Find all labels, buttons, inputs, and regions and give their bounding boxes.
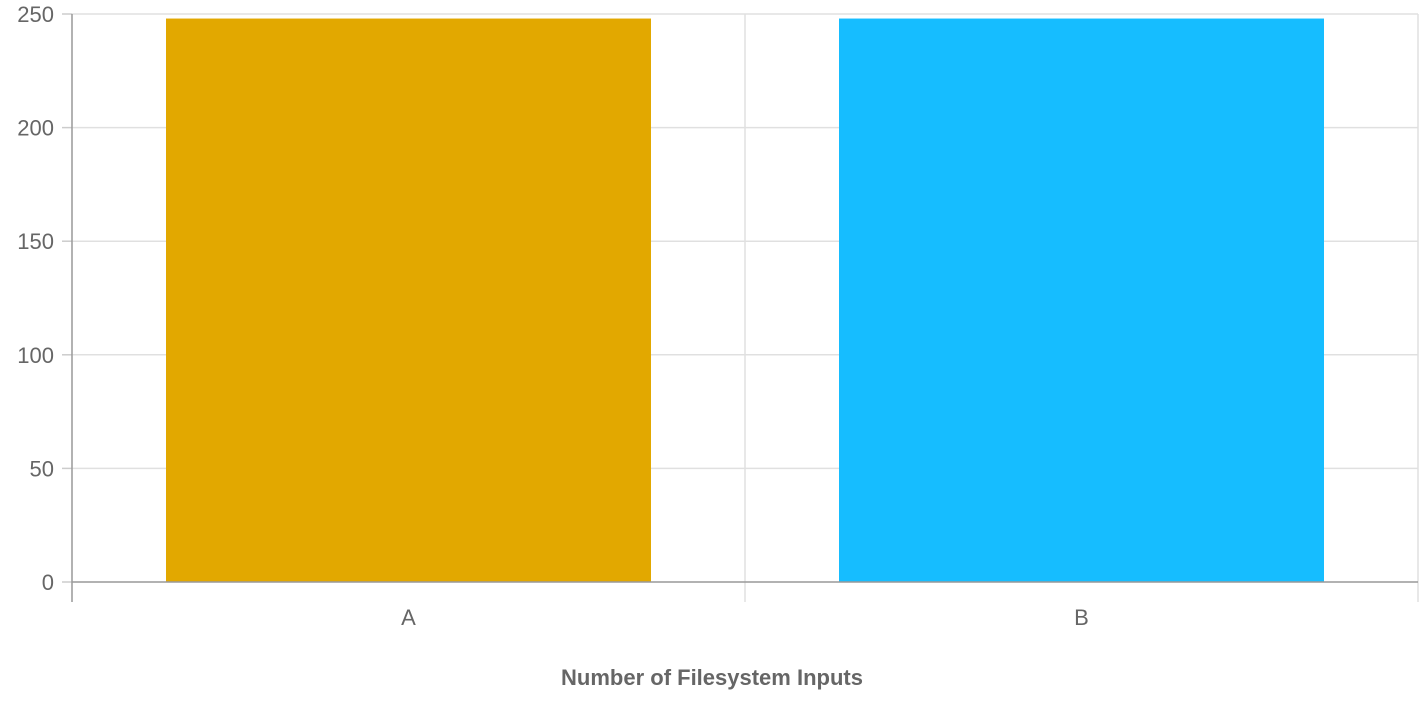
bar-b [839, 18, 1324, 582]
y-tick-label-150: 150 [17, 229, 54, 254]
x-tick-label-a: A [401, 605, 416, 630]
x-tick-label-b: B [1074, 605, 1089, 630]
y-tick-label-0: 0 [42, 570, 54, 595]
x-axis-title: Number of Filesystem Inputs [561, 665, 863, 690]
bars [166, 18, 1324, 582]
y-tick-label-50: 50 [30, 456, 54, 481]
y-tick-label-100: 100 [17, 343, 54, 368]
tick-labels: 0 50 100 150 200 250 A B [17, 2, 1089, 630]
y-tick-label-250: 250 [17, 2, 54, 27]
y-tick-label-200: 200 [17, 116, 54, 141]
bar-a [166, 18, 651, 582]
